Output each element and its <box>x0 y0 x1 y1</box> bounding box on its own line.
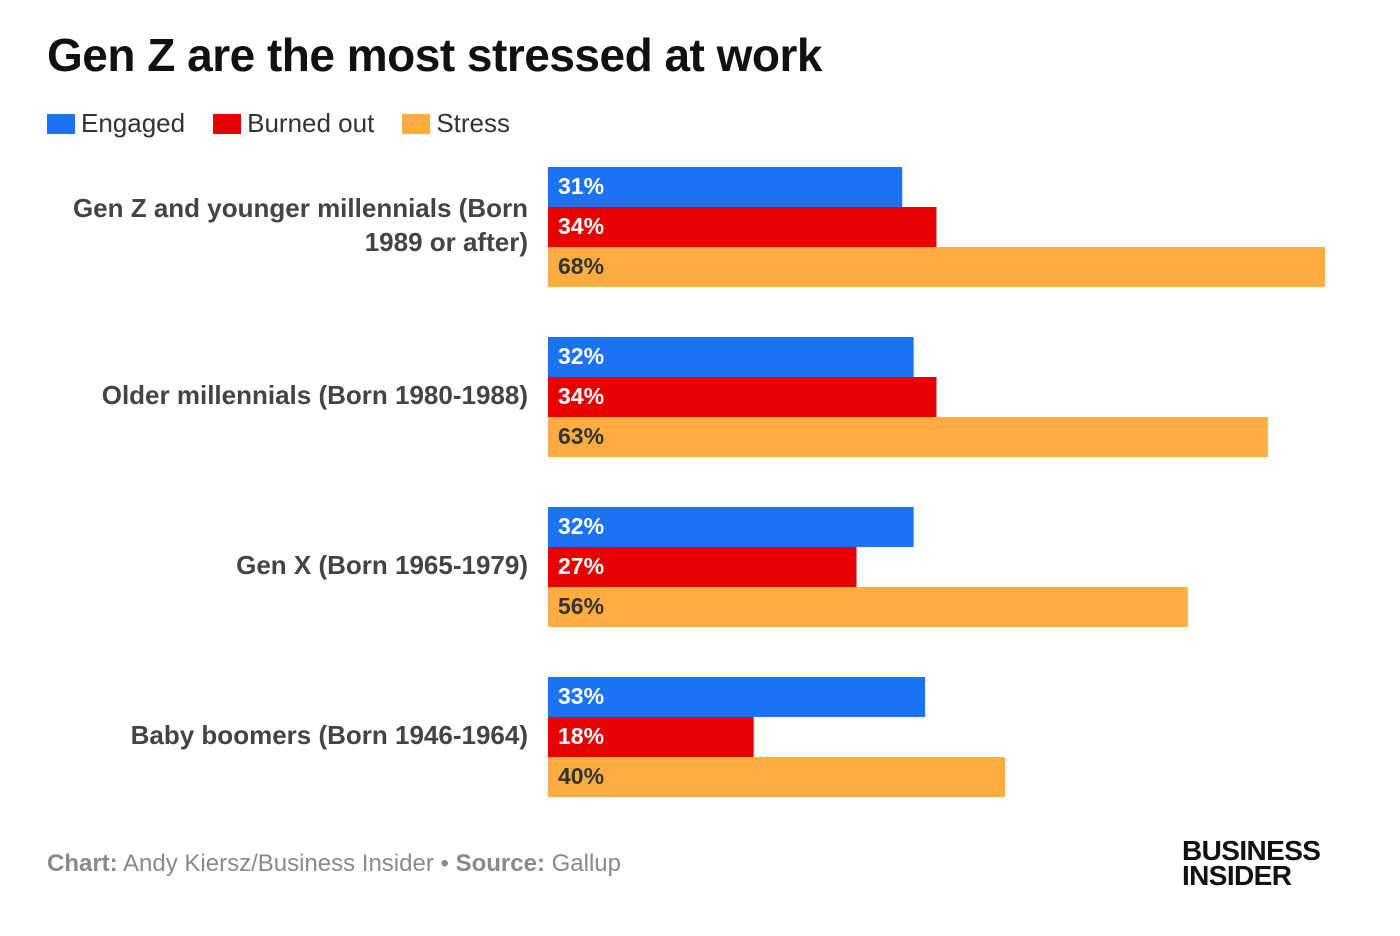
data-label-stress-2: 56% <box>558 593 604 619</box>
data-label-burned-out-1: 34% <box>558 383 604 409</box>
legend-item-engaged: Engaged <box>47 108 185 139</box>
bar-stress-3 <box>548 757 1006 797</box>
category-label-2-line-0: Gen X (Born 1965-1979) <box>236 550 528 580</box>
legend: Engaged Burned out Stress <box>47 108 510 139</box>
data-label-stress-0: 68% <box>558 253 604 279</box>
bar-burned-out-2 <box>548 547 857 587</box>
business-insider-logo: BUSINESS INSIDER <box>1182 835 1328 891</box>
bar-stress-1 <box>548 417 1268 457</box>
bar-engaged-0 <box>548 167 903 207</box>
bar-chart: Gen Z and younger millennials (Born 1989 … <box>73 167 1325 797</box>
bar-stress-2 <box>548 587 1188 627</box>
footer-source-label: Source: <box>455 850 545 877</box>
footer-chart-credit: Andy Kiersz/Business Insider <box>123 850 434 877</box>
data-label-engaged-2: 32% <box>558 513 604 539</box>
data-label-engaged-0: 31% <box>558 173 604 199</box>
category-label-3-line-0: Baby boomers (Born 1946-1964) <box>131 720 528 750</box>
bar-engaged-3 <box>548 677 926 717</box>
legend-item-stress: Stress <box>402 108 510 139</box>
data-label-engaged-3: 33% <box>558 683 604 709</box>
bar-burned-out-0 <box>548 207 937 247</box>
legend-label-stress: Stress <box>436 108 511 138</box>
legend-label-engaged: Engaged <box>81 108 186 138</box>
data-label-burned-out-0: 34% <box>558 213 604 239</box>
legend-item-burned-out: Burned out <box>213 108 374 139</box>
bar-engaged-2 <box>548 507 914 547</box>
legend-swatch-engaged <box>47 113 75 134</box>
logo-line-2: INSIDER <box>1182 860 1292 891</box>
category-label-0-line-0: Gen Z and younger millennials (Born <box>73 193 528 223</box>
footer: Chart: Andy Kiersz/Business Insider • So… <box>47 850 621 878</box>
bar-burned-out-1 <box>548 377 937 417</box>
bar-burned-out-3 <box>548 717 754 757</box>
footer-chart-label: Chart: <box>47 850 118 877</box>
legend-swatch-burned-out <box>213 113 242 134</box>
data-label-burned-out-2: 27% <box>558 553 604 579</box>
data-label-engaged-1: 32% <box>558 343 604 369</box>
data-label-stress-1: 63% <box>558 423 604 449</box>
legend-swatch-stress <box>402 113 431 134</box>
legend-label-burned-out: Burned out <box>247 108 375 138</box>
bar-engaged-1 <box>548 337 914 377</box>
data-label-stress-3: 40% <box>558 763 604 789</box>
logo-line-1: BUSINESS <box>1182 835 1321 866</box>
category-label-1-line-0: Older millennials (Born 1980-1988) <box>102 380 528 410</box>
data-label-burned-out-3: 18% <box>558 723 604 749</box>
footer-separator: • <box>440 850 449 877</box>
bar-stress-0 <box>548 247 1325 287</box>
footer-source: Gallup <box>551 850 621 877</box>
chart-title: Gen Z are the most stressed at work <box>47 29 823 81</box>
category-label-0-line-1: 1989 or after) <box>365 227 528 257</box>
